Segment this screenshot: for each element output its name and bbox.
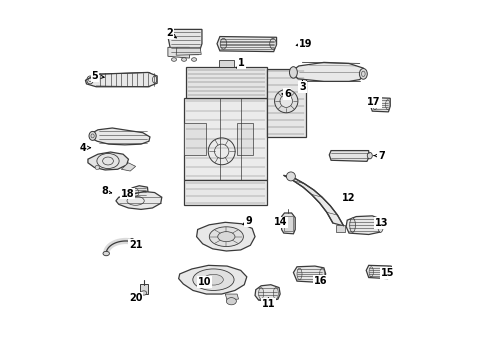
Bar bbox=[140, 284, 148, 294]
Polygon shape bbox=[294, 266, 326, 282]
Text: 8: 8 bbox=[101, 186, 112, 197]
Ellipse shape bbox=[369, 267, 373, 277]
Ellipse shape bbox=[287, 172, 295, 181]
Text: 4: 4 bbox=[79, 143, 91, 153]
Ellipse shape bbox=[226, 298, 236, 305]
Text: 11: 11 bbox=[262, 298, 275, 309]
Text: 1: 1 bbox=[237, 58, 245, 68]
Polygon shape bbox=[184, 180, 267, 205]
Polygon shape bbox=[184, 98, 267, 180]
Text: 14: 14 bbox=[274, 217, 288, 227]
Ellipse shape bbox=[193, 269, 234, 291]
Polygon shape bbox=[346, 216, 383, 234]
Ellipse shape bbox=[220, 39, 227, 49]
Ellipse shape bbox=[319, 268, 324, 280]
Polygon shape bbox=[284, 175, 343, 226]
Ellipse shape bbox=[259, 288, 264, 299]
Text: 13: 13 bbox=[374, 218, 388, 228]
Text: 2: 2 bbox=[166, 28, 176, 38]
Polygon shape bbox=[122, 163, 136, 171]
Ellipse shape bbox=[274, 89, 298, 113]
Ellipse shape bbox=[368, 152, 372, 159]
Polygon shape bbox=[85, 72, 157, 87]
Ellipse shape bbox=[181, 58, 187, 61]
Text: 19: 19 bbox=[296, 39, 312, 49]
Polygon shape bbox=[179, 265, 247, 294]
Text: 9: 9 bbox=[243, 216, 252, 226]
Text: 5: 5 bbox=[92, 71, 104, 81]
Ellipse shape bbox=[192, 58, 196, 61]
Text: 21: 21 bbox=[129, 240, 143, 250]
Polygon shape bbox=[186, 67, 267, 98]
Ellipse shape bbox=[386, 100, 390, 110]
Bar bbox=[237, 123, 253, 155]
Polygon shape bbox=[168, 47, 190, 58]
Polygon shape bbox=[282, 213, 295, 234]
Ellipse shape bbox=[290, 67, 297, 78]
Polygon shape bbox=[366, 265, 392, 279]
Polygon shape bbox=[267, 69, 306, 137]
Ellipse shape bbox=[172, 58, 176, 61]
Ellipse shape bbox=[270, 39, 276, 49]
Ellipse shape bbox=[386, 267, 391, 277]
Polygon shape bbox=[168, 30, 202, 54]
Text: 6: 6 bbox=[282, 89, 291, 99]
Polygon shape bbox=[291, 62, 365, 81]
Ellipse shape bbox=[373, 100, 377, 110]
Polygon shape bbox=[217, 37, 276, 51]
Text: 20: 20 bbox=[129, 293, 143, 303]
Ellipse shape bbox=[203, 274, 223, 285]
Polygon shape bbox=[131, 186, 148, 197]
Text: 7: 7 bbox=[374, 150, 385, 161]
Ellipse shape bbox=[297, 268, 302, 280]
Ellipse shape bbox=[103, 251, 109, 256]
Ellipse shape bbox=[273, 288, 278, 299]
Polygon shape bbox=[116, 192, 162, 210]
Text: 17: 17 bbox=[368, 97, 381, 107]
Ellipse shape bbox=[95, 165, 99, 170]
Bar bbox=[284, 216, 293, 231]
Text: 18: 18 bbox=[121, 189, 134, 199]
Bar bbox=[184, 123, 205, 155]
Polygon shape bbox=[329, 150, 368, 161]
Polygon shape bbox=[88, 152, 128, 170]
Text: 15: 15 bbox=[381, 268, 394, 278]
Ellipse shape bbox=[350, 218, 355, 232]
Ellipse shape bbox=[378, 218, 383, 232]
Polygon shape bbox=[196, 222, 255, 251]
Polygon shape bbox=[225, 294, 239, 300]
Text: 12: 12 bbox=[342, 193, 356, 203]
Polygon shape bbox=[90, 128, 150, 145]
Ellipse shape bbox=[280, 95, 293, 107]
Bar bbox=[336, 225, 344, 232]
Polygon shape bbox=[255, 285, 280, 301]
Polygon shape bbox=[370, 98, 390, 112]
Ellipse shape bbox=[141, 291, 147, 295]
Ellipse shape bbox=[218, 231, 235, 242]
Ellipse shape bbox=[209, 227, 244, 247]
Text: 10: 10 bbox=[198, 277, 212, 287]
Bar bbox=[219, 60, 234, 67]
Ellipse shape bbox=[359, 68, 368, 79]
Polygon shape bbox=[176, 47, 201, 55]
Ellipse shape bbox=[130, 238, 134, 245]
Ellipse shape bbox=[89, 131, 96, 140]
Text: 3: 3 bbox=[299, 81, 306, 92]
Text: 16: 16 bbox=[314, 276, 327, 286]
